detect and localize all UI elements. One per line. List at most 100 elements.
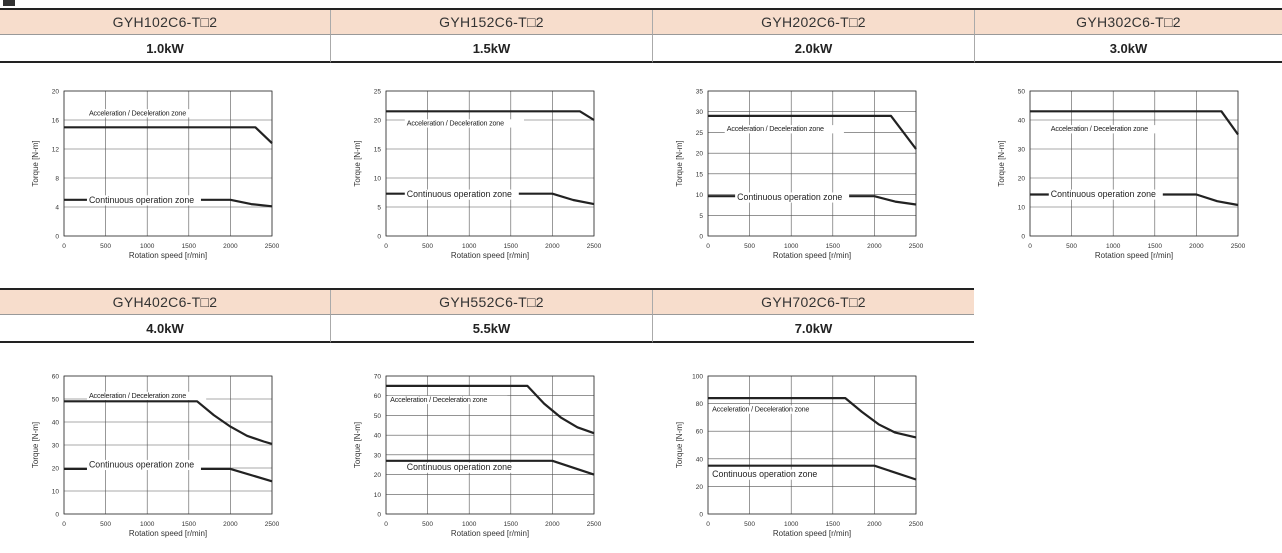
x-tick-label: 0 — [384, 243, 388, 250]
x-tick-label: 2000 — [545, 521, 560, 528]
y-tick-label: 25 — [374, 89, 382, 96]
zone-label-background — [404, 462, 519, 473]
power-cell: 3.0kW — [974, 35, 1282, 63]
zone-label-background — [86, 195, 201, 206]
y-axis-label: Torque [N-m] — [31, 140, 40, 186]
y-tick-label: 8 — [55, 176, 59, 183]
y-tick-label: 10 — [374, 492, 382, 499]
x-tick-label: 1000 — [1106, 243, 1121, 250]
acceleration-zone-line — [386, 384, 595, 435]
acceleration-zone-label: Acceleration / Deceleration zone — [390, 395, 487, 404]
power-cell: 1.0kW — [0, 35, 330, 63]
y-axis-label: Torque [N-m] — [675, 422, 684, 468]
acceleration-zone-label: Acceleration / Deceleration zone — [1051, 124, 1148, 133]
x-tick-label: 1500 — [182, 521, 197, 528]
y-tick-label: 50 — [52, 397, 60, 404]
zone-label-background — [404, 119, 524, 128]
x-tick-label: 2500 — [1231, 243, 1246, 250]
zone-label-background — [86, 391, 207, 400]
plot-frame — [707, 90, 917, 237]
zone-label-background — [404, 189, 519, 200]
x-tick-label: 500 — [744, 243, 755, 250]
y-tick-label: 30 — [696, 109, 704, 116]
x-tick-label: 500 — [100, 243, 111, 250]
acceleration-zone-label: Acceleration / Deceleration zone — [712, 405, 809, 414]
x-axis-label: Rotation speed [r/min] — [1095, 251, 1173, 260]
x-tick-label: 0 — [706, 521, 710, 528]
model-cell: GYH102C6-T□2 — [0, 10, 330, 35]
x-tick-label: 0 — [384, 521, 388, 528]
x-tick-label: 1500 — [826, 243, 841, 250]
y-tick-label: 10 — [1018, 205, 1026, 212]
y-tick-label: 4 — [55, 205, 59, 212]
zone-label-background — [710, 405, 830, 414]
acceleration-zone-label: Acceleration / Deceleration zone — [89, 391, 186, 400]
x-tick-label: 500 — [744, 521, 755, 528]
x-tick-label: 500 — [422, 243, 433, 250]
acceleration-zone-line — [64, 400, 273, 445]
x-tick-label: 1000 — [784, 521, 799, 528]
y-tick-label: 30 — [52, 443, 60, 450]
continuous-zone-label: Continuous operation zone — [737, 192, 842, 202]
y-tick-label: 60 — [52, 374, 60, 381]
continuous-zone-label: Continuous operation zone — [712, 469, 817, 479]
y-axis-label: Torque [N-m] — [997, 140, 1006, 186]
x-tick-label: 1500 — [826, 521, 841, 528]
x-tick-label: 1500 — [1148, 243, 1163, 250]
acceleration-zone-line — [708, 114, 917, 150]
zone-label-background — [388, 395, 508, 405]
x-axis-label: Rotation speed [r/min] — [129, 251, 207, 260]
y-tick-label: 0 — [377, 234, 381, 241]
x-tick-label: 1000 — [462, 521, 477, 528]
power-cell: 5.5kW — [330, 315, 652, 343]
x-tick-label: 1500 — [182, 243, 197, 250]
model-cell: GYH152C6-T□2 — [330, 10, 652, 35]
x-tick-label: 2500 — [265, 521, 280, 528]
y-axis-label: Torque [N-m] — [31, 422, 40, 468]
zone-label-background — [724, 125, 844, 134]
title-strip — [0, 0, 1282, 9]
x-tick-label: 0 — [1028, 243, 1032, 250]
x-tick-label: 2000 — [545, 243, 560, 250]
y-tick-label: 40 — [696, 456, 704, 463]
y-tick-label: 0 — [55, 234, 59, 241]
x-tick-label: 2500 — [909, 521, 924, 528]
torque-chart-2-0kw: 0 500 1000 1500 2000 2500 0 5 10 15 20 25 30 35 Rotati… — [675, 89, 924, 261]
y-tick-label: 20 — [374, 472, 382, 479]
y-tick-label: 16 — [52, 118, 60, 125]
y-tick-label: 15 — [696, 171, 704, 178]
y-axis-label: Torque [N-m] — [675, 140, 684, 186]
plot-frame — [707, 375, 917, 515]
continuous-zone-label: Continuous operation zone — [407, 189, 512, 199]
torque-chart-1-0kw: 0 500 1000 1500 2000 2500 0 4 8 12 16 20 Rotation sp… — [31, 89, 280, 261]
x-tick-label: 2500 — [909, 243, 924, 250]
x-tick-label: 1500 — [504, 243, 519, 250]
x-tick-label: 1000 — [784, 243, 799, 250]
x-axis-label: Rotation speed [r/min] — [773, 251, 851, 260]
y-tick-label: 40 — [52, 420, 60, 427]
model-cell: GYH202C6-T□2 — [652, 10, 974, 35]
y-tick-label: 5 — [699, 213, 703, 220]
y-tick-label: 30 — [374, 452, 382, 459]
zone-label-background — [735, 192, 850, 203]
plot-frame — [385, 90, 595, 237]
model-cell: GYH402C6-T□2 — [0, 290, 330, 315]
x-tick-label: 1000 — [462, 243, 477, 250]
y-tick-label: 35 — [696, 89, 704, 96]
top-rule — [0, 8, 1282, 10]
y-tick-label: 70 — [374, 374, 382, 381]
acceleration-zone-line — [1030, 110, 1239, 136]
continuous-zone-line — [386, 459, 595, 476]
y-tick-label: 20 — [52, 466, 60, 473]
y-tick-label: 50 — [1018, 89, 1026, 96]
torque-chart-7-0kw: 0 500 1000 1500 2000 2500 0 20 40 60 80 100 Rotation… — [675, 374, 924, 539]
x-axis-label: Rotation speed [r/min] — [129, 529, 207, 538]
y-tick-label: 25 — [696, 130, 704, 137]
x-tick-label: 500 — [422, 521, 433, 528]
acceleration-zone-label: Acceleration / Deceleration zone — [727, 124, 824, 133]
x-axis-label: Rotation speed [r/min] — [773, 529, 851, 538]
y-tick-label: 0 — [55, 512, 59, 519]
x-axis-label: Rotation speed [r/min] — [451, 251, 529, 260]
model-cell: GYH302C6-T□2 — [974, 10, 1282, 35]
torque-chart-5-5kw: 0 500 1000 1500 2000 2500 0 10 20 30 40 50 60 70 Rotat… — [353, 374, 602, 539]
